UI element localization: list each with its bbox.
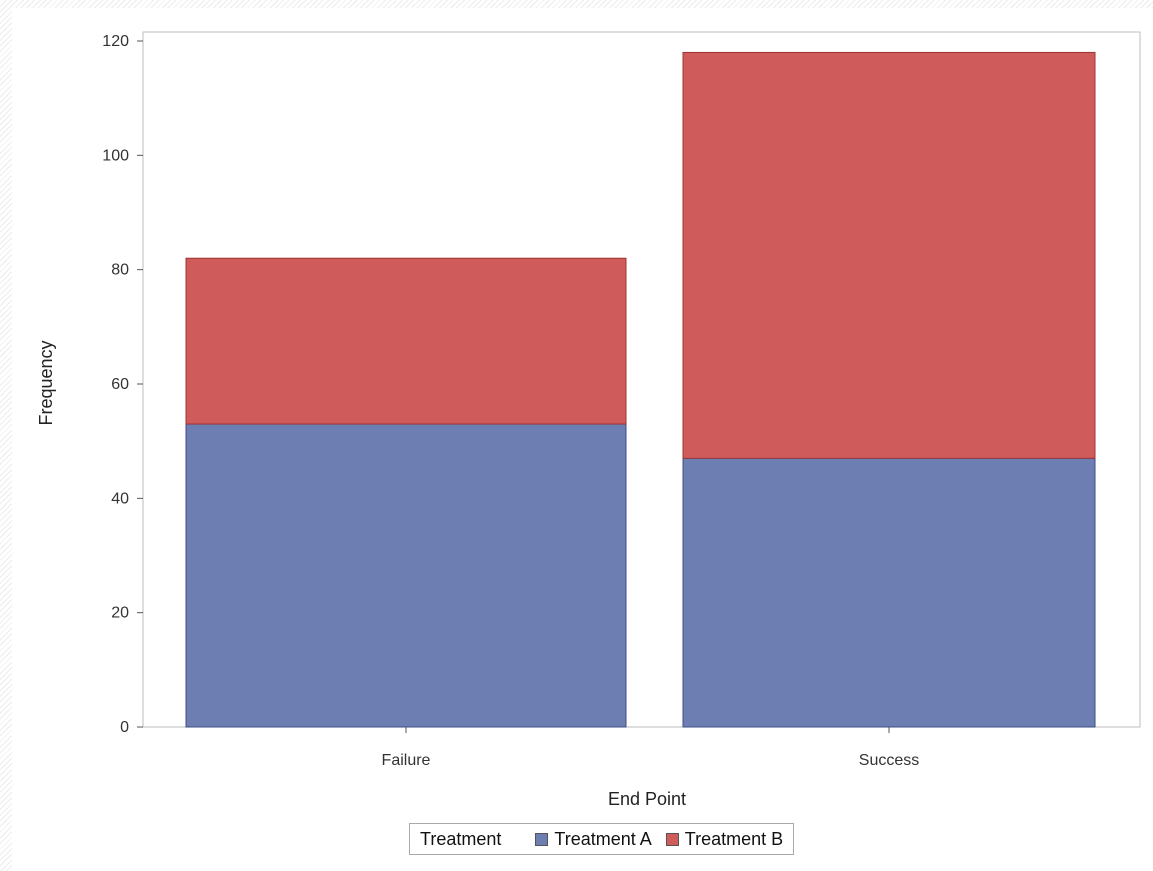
legend-label-treatment-b: Treatment B bbox=[684, 828, 784, 849]
x-tick-label: Success bbox=[859, 752, 919, 769]
y-tick-label: 120 bbox=[102, 33, 129, 50]
bars bbox=[185, 51, 1096, 728]
y-tick-label: 0 bbox=[120, 719, 129, 736]
bar-failure-treatment-b bbox=[185, 257, 627, 425]
y-tick-label: 80 bbox=[111, 262, 129, 279]
axes: 0 20 40 60 80 100 120 Failure Success bbox=[102, 33, 919, 769]
bar-failure-treatment-a bbox=[185, 423, 627, 728]
legend-item-treatment-b: Treatment B bbox=[665, 828, 784, 850]
legend-swatch-treatment-b bbox=[665, 832, 679, 846]
legend-item-treatment-a: Treatment A bbox=[535, 828, 652, 850]
legend-title: Treatment bbox=[420, 828, 502, 849]
bar-success-treatment-a bbox=[682, 457, 1096, 728]
x-axis-title: End Point bbox=[608, 789, 686, 809]
legend: Treatment Treatment A Treatment B bbox=[409, 823, 795, 855]
legend-label-treatment-a: Treatment A bbox=[554, 828, 652, 849]
y-tick-label: 40 bbox=[111, 490, 129, 507]
bar-success-treatment-b bbox=[682, 51, 1096, 459]
x-tick-label: Failure bbox=[382, 752, 431, 769]
y-axis-title: Frequency bbox=[36, 340, 56, 425]
y-tick-label: 20 bbox=[111, 605, 129, 622]
y-tick-label: 60 bbox=[111, 376, 129, 393]
window-edge bbox=[0, 0, 12, 871]
legend-swatch-treatment-a bbox=[535, 832, 549, 846]
window-edge-top bbox=[0, 0, 1153, 8]
y-tick-label: 100 bbox=[102, 147, 129, 164]
